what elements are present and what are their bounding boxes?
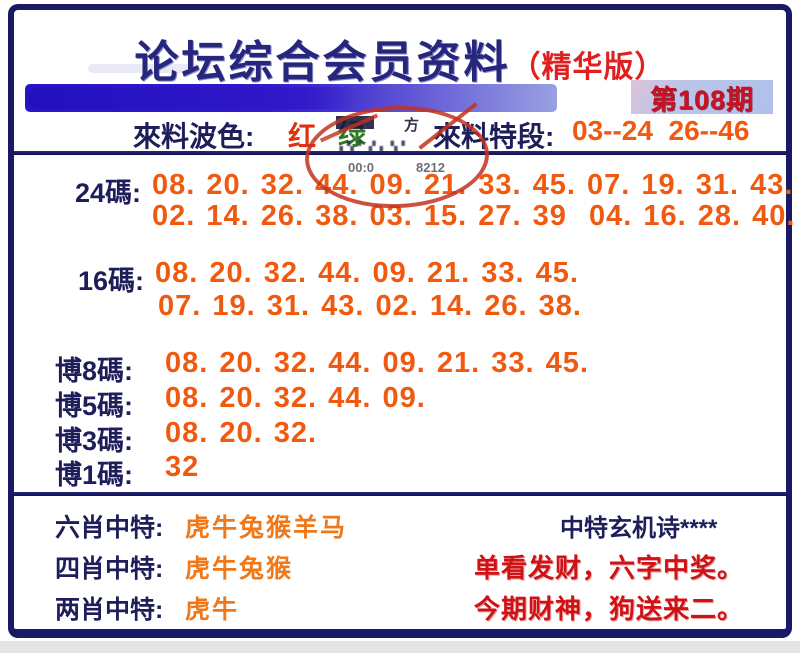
stamp-code-text: 8212 [416, 160, 445, 175]
stamp-glitch-marks: ▗▚▘▞▖▚▘ [336, 141, 413, 151]
divider-bottom [14, 492, 786, 496]
gradient-bar [25, 84, 557, 112]
title-paren: （精华版） [510, 51, 666, 84]
faint-smudge [88, 64, 200, 73]
code-line: 08. 20. 32. 44. 09. 21. 33. 45. 07. 19. … [152, 169, 794, 201]
code-label-bo3: 博3碼: [55, 426, 134, 456]
wave-color-label: 來料波色: [133, 121, 255, 152]
issue-number: 第108期 [649, 84, 755, 115]
code-label-24: 24碼: [75, 178, 142, 208]
gradient-bar-highlight [28, 87, 358, 109]
code-line: 08. 20. 32. 44. 09. 21. 33. 45. [165, 347, 589, 379]
code-label-16: 16碼: [78, 266, 145, 296]
zodiac-value-2: 虎牛 [185, 596, 240, 624]
code-line: 08. 20. 32. 44. 09. 21. 33. 45. [155, 257, 579, 289]
segment-value: 03--24 26--46 [572, 115, 750, 146]
green-censor-box [336, 116, 374, 129]
zodiac-label-2: 两肖中特: [55, 596, 164, 624]
segment-label: 來料特段: [433, 121, 555, 152]
zodiac-label-6: 六肖中特: [55, 514, 164, 542]
code-line: 07. 19. 31. 43. 02. 14. 26. 38. [158, 290, 582, 322]
divider-top [14, 151, 786, 155]
code-label-bo1: 博1碼: [55, 460, 134, 490]
code-line: 02. 14. 26. 38. 03. 15. 27. 39 04. 16. 2… [152, 200, 796, 232]
zodiac-label-4: 四肖中特: [55, 555, 164, 583]
stamp-time-text: 00:0 [348, 160, 375, 175]
zodiac-value-4: 虎牛兔猴 [185, 555, 294, 583]
poem-line-1: 单看发财，六字中奖。 [474, 553, 745, 583]
zodiac-value-6: 虎牛兔猴羊马 [185, 514, 348, 542]
poem-title: 中特玄机诗**** [560, 515, 718, 542]
code-line: 08. 20. 32. 44. 09. [165, 382, 426, 414]
code-line: 32 [165, 451, 200, 483]
bottom-gray-strip [0, 641, 800, 653]
outer-frame [8, 4, 792, 638]
wave-color-red: 红 [288, 121, 317, 152]
stamp-char: 方 [404, 117, 420, 134]
code-label-bo5: 博5碼: [55, 391, 134, 421]
poem-line-2: 今期财神，狗送来二。 [474, 594, 745, 624]
code-line: 08. 20. 32. [165, 417, 318, 449]
code-label-bo8: 博8碼: [55, 356, 134, 386]
issue-badge: 第108期 [631, 80, 773, 115]
page-title: 论坛综合会员资料（精华版） [0, 26, 800, 90]
title-main: 论坛综合会员资料 [134, 38, 511, 87]
